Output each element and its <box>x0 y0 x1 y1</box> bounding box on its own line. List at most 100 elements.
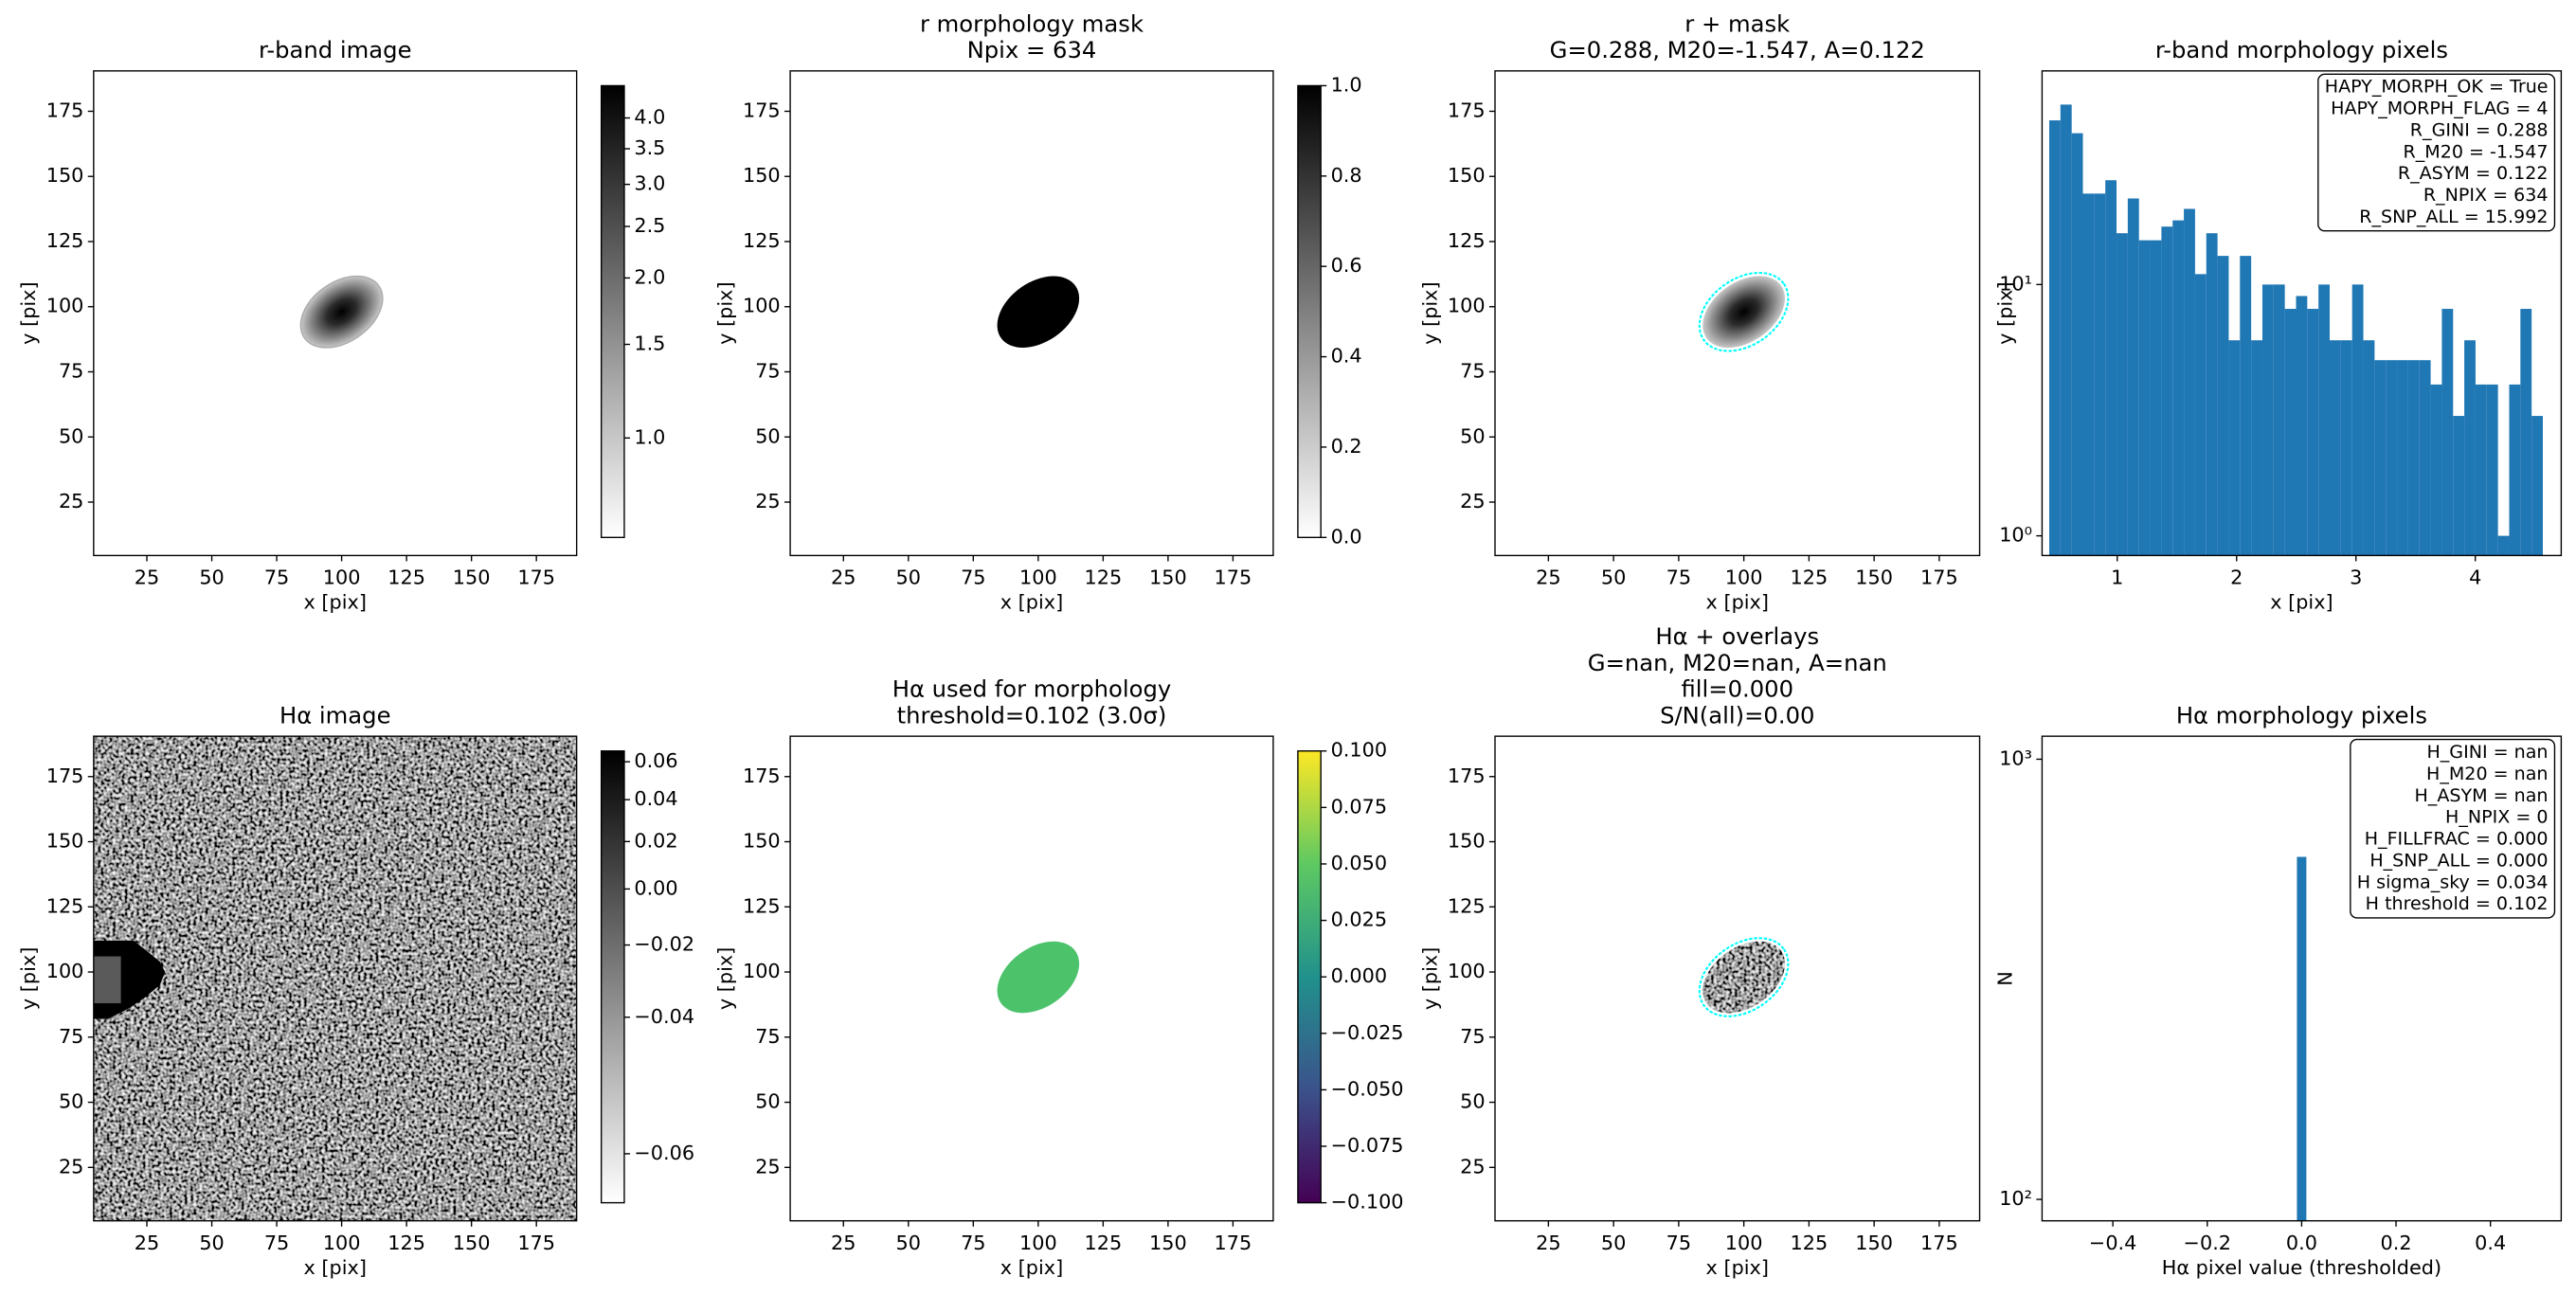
y-tick-label: 175 <box>46 764 84 787</box>
histogram-bar <box>2340 340 2352 556</box>
histogram-bar <box>2307 309 2319 556</box>
axes-frame <box>1494 735 1981 1222</box>
histogram-bar <box>2297 856 2307 1221</box>
histogram-bar <box>2082 193 2095 556</box>
colorbar-tick-label: 0.00 <box>634 876 677 899</box>
y-axis-label: N <box>1993 971 2016 986</box>
y-tick-label: 100 <box>1448 295 1486 317</box>
x-tick-label: 150 <box>453 567 491 589</box>
histogram-bar <box>2206 233 2218 556</box>
colorbar-tick-label: −0.025 <box>1331 1021 1404 1044</box>
x-tick-label: 175 <box>1920 567 1958 589</box>
x-tick-label: 75 <box>961 1232 985 1254</box>
y-tick-label: 175 <box>1448 99 1486 121</box>
histogram-bar <box>2486 384 2498 556</box>
x-tick-label: 125 <box>1791 1232 1828 1254</box>
x-tick-label: 75 <box>961 567 985 589</box>
y-tick-label: 150 <box>1448 164 1486 187</box>
histogram-bar <box>2127 198 2139 556</box>
plot-area <box>2048 104 2543 556</box>
y-tick-label: 50 <box>755 1090 780 1113</box>
colorbar-tick-label: −0.050 <box>1331 1077 1404 1100</box>
x-tick-label: 150 <box>1149 567 1187 589</box>
plot-area <box>997 276 1080 348</box>
y-tick-label: 175 <box>743 764 781 787</box>
y-tick-label: 75 <box>755 1025 780 1048</box>
colorbar <box>600 750 625 1204</box>
histogram-bar <box>2048 120 2061 556</box>
y-axis-label: y [pix] <box>1993 281 2016 344</box>
histogram-bar <box>2475 384 2487 556</box>
source-blob <box>997 276 1080 348</box>
x-tick-label: 75 <box>1666 567 1691 589</box>
x-axis-label: x [pix] <box>304 591 367 614</box>
x-tick-label: 1 <box>2111 567 2123 589</box>
colorbar-tick-label: 0.100 <box>1331 739 1388 762</box>
histogram-bar <box>2531 416 2543 556</box>
x-tick-label: 4 <box>2469 567 2481 589</box>
x-axis-label: x [pix] <box>304 1256 367 1279</box>
histogram-bar <box>2453 416 2465 556</box>
colorbar-tick-label: 0.025 <box>1331 908 1388 931</box>
y-axis-label: y [pix] <box>713 947 736 1010</box>
chart-title: Hα used for morphology <box>892 675 1172 703</box>
axes-frame <box>789 735 1274 1222</box>
stats-line: H sigma_sky = 0.034 <box>2357 872 2549 892</box>
y-tick-label: 150 <box>743 164 781 187</box>
x-tick-label: 175 <box>517 567 555 589</box>
histogram-bar <box>2407 360 2420 556</box>
x-tick-label: 50 <box>199 1232 224 1254</box>
y-tick-label: 100 <box>46 295 84 317</box>
y-tick-label: 50 <box>59 424 83 447</box>
y-tick-label: 25 <box>755 1155 780 1178</box>
y-tick-label: 125 <box>743 229 781 252</box>
x-tick-label: 3 <box>2350 567 2362 589</box>
histogram-bar <box>2071 133 2083 556</box>
y-tick-label: 10³ <box>1999 746 2032 769</box>
y-axis-label: y [pix] <box>17 281 40 344</box>
chart-title: r morphology mask <box>920 9 1144 37</box>
x-tick-label: 100 <box>323 1232 361 1254</box>
axes-frame <box>789 70 1274 557</box>
x-tick-label: 150 <box>453 1232 491 1254</box>
y-tick-label: 175 <box>46 99 84 121</box>
plot-area <box>997 941 1080 1014</box>
colorbar-tick-label: 0.02 <box>634 829 677 852</box>
chart-title: threshold=0.102 (3.0σ) <box>897 701 1167 728</box>
plot-area <box>299 275 384 349</box>
histogram-bar <box>2228 340 2241 556</box>
y-tick-label: 25 <box>59 1155 83 1178</box>
stats-line: H_SNP_ALL = 0.000 <box>2369 850 2548 871</box>
histogram-bar <box>2318 284 2331 556</box>
stats-line: R_GINI = 0.288 <box>2410 119 2549 140</box>
stats-line: R_SNP_ALL = 15.992 <box>2359 207 2548 227</box>
axes-frame <box>93 735 578 1222</box>
histogram-bar <box>2397 360 2408 556</box>
colorbar-tick-label: 3.0 <box>634 172 665 195</box>
x-tick-label: 75 <box>264 567 289 589</box>
colorbar-tick-label: −0.04 <box>634 1005 694 1028</box>
y-tick-label: 50 <box>1460 1090 1485 1113</box>
x-tick-label: 25 <box>135 567 159 589</box>
colorbar-tick-label: −0.075 <box>1331 1134 1404 1157</box>
y-tick-label: 50 <box>59 1090 83 1113</box>
axes-frame <box>1494 70 1981 557</box>
stats-line: H threshold = 0.102 <box>2366 893 2549 914</box>
plot-area <box>93 736 577 1221</box>
x-tick-label: 75 <box>264 1232 289 1254</box>
x-tick-label: 150 <box>1149 1232 1187 1254</box>
y-tick-label: 125 <box>1448 229 1486 252</box>
colorbar-tick-label: −0.100 <box>1331 1191 1404 1214</box>
x-tick-label: 0.0 <box>2286 1232 2317 1254</box>
y-tick-label: 75 <box>59 360 83 383</box>
x-tick-label: 25 <box>831 1232 856 1254</box>
colorbar-tick-label: 2.5 <box>634 214 665 237</box>
x-tick-label: −0.2 <box>2184 1232 2232 1254</box>
stats-line: H_M20 = nan <box>2426 764 2549 784</box>
noise-image <box>93 736 577 1221</box>
y-tick-label: 150 <box>46 830 84 853</box>
histogram-bar <box>2351 284 2364 556</box>
x-tick-label: 75 <box>1666 1232 1691 1254</box>
x-tick-label: −0.4 <box>2089 1232 2137 1254</box>
